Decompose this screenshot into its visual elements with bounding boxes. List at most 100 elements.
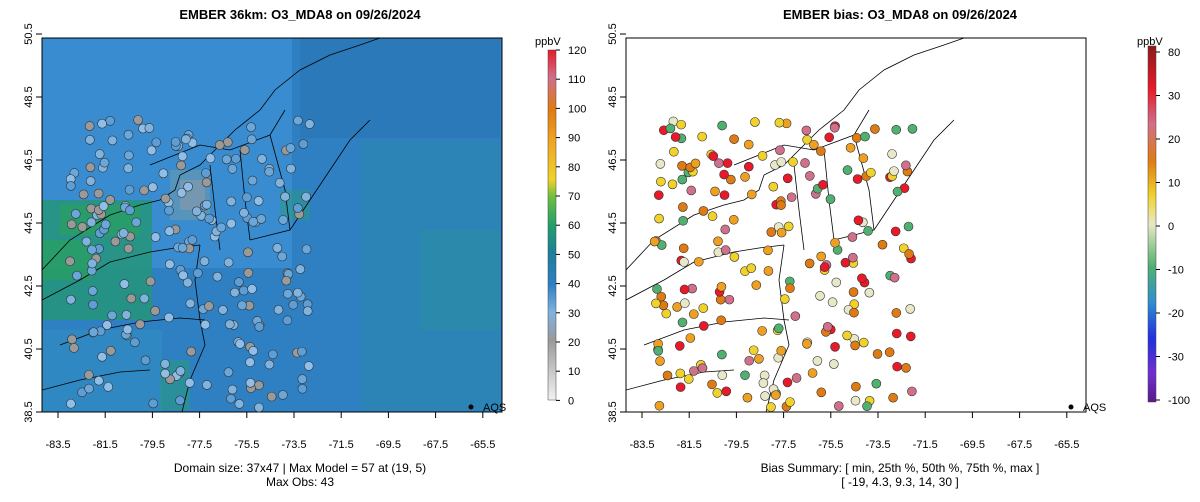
- bias-point: [661, 308, 672, 319]
- observation-point: [144, 123, 155, 133]
- y-tick-label: 46.5: [23, 149, 35, 170]
- bias-point: [675, 368, 686, 379]
- observation-point: [295, 264, 306, 274]
- observation-point: [184, 378, 195, 388]
- observation-point: [85, 135, 95, 145]
- y-tick-label: 48.5: [23, 86, 35, 107]
- bias-point: [848, 252, 858, 263]
- bias-point: [776, 227, 787, 238]
- bias-point: [697, 131, 707, 142]
- bias-point: [653, 190, 664, 200]
- x-tick-label: -75.5: [818, 439, 843, 451]
- observation-point: [69, 343, 79, 353]
- bias-point: [830, 237, 840, 248]
- bias-point: [776, 200, 786, 210]
- bias-point: [812, 356, 823, 366]
- bias-point: [669, 146, 679, 157]
- bias-point: [665, 123, 676, 134]
- bias-point: [782, 173, 793, 184]
- bias-point: [791, 373, 802, 383]
- observation-point: [293, 203, 303, 213]
- bias-point: [656, 176, 666, 187]
- observation-point: [277, 251, 287, 262]
- observation-point: [245, 378, 256, 388]
- bias-point: [815, 291, 825, 301]
- observation-point: [224, 319, 235, 330]
- bias-point: [901, 363, 911, 373]
- bias-point: [740, 172, 750, 182]
- bias-point: [760, 391, 770, 401]
- colorbar-tick-label: -30: [1168, 352, 1184, 364]
- observation-point: [160, 193, 171, 204]
- observation-point: [304, 119, 315, 129]
- right-caption-line2: [ -19, 4.3, 9.3, 14, 30 ]: [841, 475, 959, 489]
- observation-point: [107, 135, 118, 146]
- observation-point: [97, 118, 107, 129]
- bias-point: [785, 283, 795, 294]
- bias-point: [678, 243, 689, 254]
- bias-point: [763, 266, 774, 276]
- observation-point: [245, 357, 255, 368]
- bias-point: [863, 226, 873, 236]
- observation-point: [139, 293, 150, 304]
- observation-point: [105, 116, 115, 126]
- bias-point: [717, 120, 727, 131]
- bias-point: [887, 149, 897, 159]
- observation-point: [229, 287, 240, 298]
- right-colorbar-ticks: 80 30 20 10 0 -10 -20 -30 -100: [1156, 47, 1190, 407]
- observation-point: [234, 399, 245, 409]
- bias-point: [871, 378, 882, 389]
- bias-point: [693, 256, 704, 267]
- y-tick-label: 38.5: [607, 401, 619, 422]
- bias-point: [890, 226, 901, 237]
- x-tick-label: -67.5: [423, 439, 448, 451]
- bias-point: [748, 345, 759, 356]
- colorbar-tick-label: 50: [568, 249, 580, 261]
- observation-point: [227, 164, 238, 174]
- x-tick-label: -73.5: [865, 439, 890, 451]
- observation-point: [286, 163, 296, 174]
- observation-point: [164, 259, 175, 270]
- bias-point: [905, 304, 916, 314]
- observation-point: [221, 154, 232, 165]
- bias-point: [680, 298, 690, 309]
- colorbar-tick-label: 80: [1168, 47, 1180, 59]
- bias-point: [690, 158, 701, 169]
- observation-point: [243, 247, 253, 258]
- observation-point: [247, 284, 257, 294]
- observation-point: [150, 306, 160, 316]
- bias-point: [728, 214, 739, 225]
- bias-point: [891, 124, 902, 135]
- observation-point: [257, 154, 267, 164]
- bias-point: [707, 211, 718, 222]
- colorbar-tick-label: 10: [568, 366, 580, 378]
- observation-point: [158, 168, 169, 179]
- observation-point: [199, 256, 210, 267]
- observation-point: [119, 279, 130, 289]
- bias-point: [743, 161, 754, 172]
- observation-point: [110, 236, 121, 247]
- observation-point: [164, 226, 175, 237]
- observation-point: [223, 257, 234, 268]
- bias-point: [770, 390, 781, 400]
- observation-point: [223, 367, 234, 377]
- observation-point: [148, 182, 158, 193]
- y-tick-label: 40.5: [607, 338, 619, 359]
- observation-point: [264, 166, 275, 177]
- observation-point: [164, 205, 174, 216]
- y-tick-label: 40.5: [23, 338, 35, 359]
- left-panel: EMBER 36km: O3_MDA8 on 09/26/2024: [23, 7, 586, 489]
- observation-point: [254, 380, 264, 391]
- bias-point: [686, 185, 697, 196]
- left-colorbar: [547, 49, 557, 401]
- x-tick-label: -71.5: [329, 439, 354, 451]
- observation-point: [124, 184, 135, 195]
- observation-point: [106, 346, 116, 356]
- observation-point: [85, 162, 96, 173]
- bias-point: [829, 122, 840, 133]
- observation-point: [123, 243, 134, 254]
- bias-point: [651, 298, 661, 309]
- left-map-plot: AQS -83.5 -81.5 -79.5 -77.5 -75.5 -73.5 -71.5-…: [23, 23, 586, 451]
- bias-point: [809, 140, 819, 150]
- observation-point: [84, 121, 95, 131]
